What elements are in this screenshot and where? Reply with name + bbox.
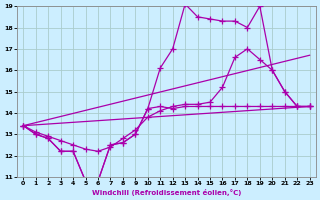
X-axis label: Windchill (Refroidissement éolien,°C): Windchill (Refroidissement éolien,°C) xyxy=(92,189,241,196)
